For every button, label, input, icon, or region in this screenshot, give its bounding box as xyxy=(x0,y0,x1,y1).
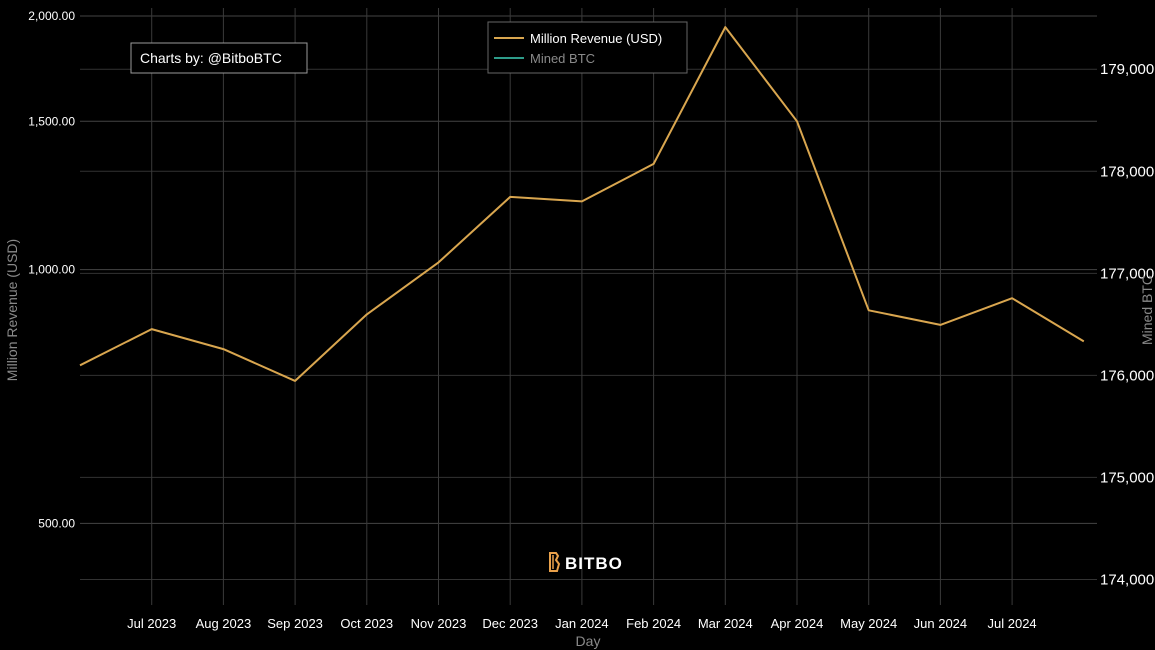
brand-text: BITBO xyxy=(565,554,623,573)
right-tick-label-1: 175,000 xyxy=(1100,469,1154,486)
legend-label-revenue: Million Revenue (USD) xyxy=(530,31,662,46)
left-tick-label-3: 2,000.00 xyxy=(28,9,75,23)
x-tick-label-1: Aug 2023 xyxy=(196,616,252,631)
x-axis-ticks: Jul 2023 Aug 2023 Sep 2023 Oct 2023 Nov 2023… xyxy=(127,616,1037,631)
series-lines xyxy=(79,26,1085,382)
right-tick-label-4: 178,000 xyxy=(1100,163,1154,180)
brand-logo: BITBO xyxy=(549,552,623,573)
left-tick-label-1: 1,000.00 xyxy=(28,263,75,277)
x-tick-label-8: Mar 2024 xyxy=(698,616,753,631)
legend-label-mined-btc: Mined BTC xyxy=(530,51,595,66)
credit-text: Charts by: @BitboBTC xyxy=(140,50,282,66)
grid-lines xyxy=(80,8,1097,605)
left-axis-title: Million Revenue (USD) xyxy=(4,239,20,381)
x-tick-label-3: Oct 2023 xyxy=(340,616,393,631)
right-axis-ticks: 174,000 175,000 176,000 177,000 178,000 179,0… xyxy=(1100,61,1154,588)
x-tick-label-12: Jul 2024 xyxy=(988,616,1037,631)
x-tick-label-10: May 2024 xyxy=(840,616,897,631)
x-axis-title: Day xyxy=(576,633,601,649)
left-tick-label-0: 500.00 xyxy=(38,516,75,530)
x-tick-label-11: Jun 2024 xyxy=(914,616,968,631)
x-tick-label-4: Nov 2023 xyxy=(411,616,467,631)
x-tick-label-6: Jan 2024 xyxy=(555,616,609,631)
right-tick-label-5: 179,000 xyxy=(1100,61,1154,78)
right-axis-title: Mined BTC xyxy=(1139,275,1155,345)
bitbo-logo-icon xyxy=(549,552,561,572)
legend-item-revenue[interactable]: Million Revenue (USD) xyxy=(494,31,662,46)
x-tick-label-0: Jul 2023 xyxy=(127,616,176,631)
x-tick-label-5: Dec 2023 xyxy=(482,616,538,631)
x-tick-label-2: Sep 2023 xyxy=(267,616,323,631)
left-tick-label-2: 1,500.00 xyxy=(28,114,75,128)
legend: Million Revenue (USD) Mined BTC xyxy=(487,21,688,74)
left-axis-ticks: 500.00 1,000.00 1,500.00 2,000.00 xyxy=(28,9,75,530)
right-tick-label-3: 177,000 xyxy=(1100,265,1154,282)
credit-box: Charts by: @BitboBTC xyxy=(130,42,308,74)
x-tick-label-9: Apr 2024 xyxy=(771,616,824,631)
x-tick-label-7: Feb 2024 xyxy=(626,616,681,631)
right-tick-label-2: 176,000 xyxy=(1100,367,1154,384)
right-tick-label-0: 174,000 xyxy=(1100,571,1154,588)
legend-item-mined-btc[interactable]: Mined BTC xyxy=(494,51,595,66)
